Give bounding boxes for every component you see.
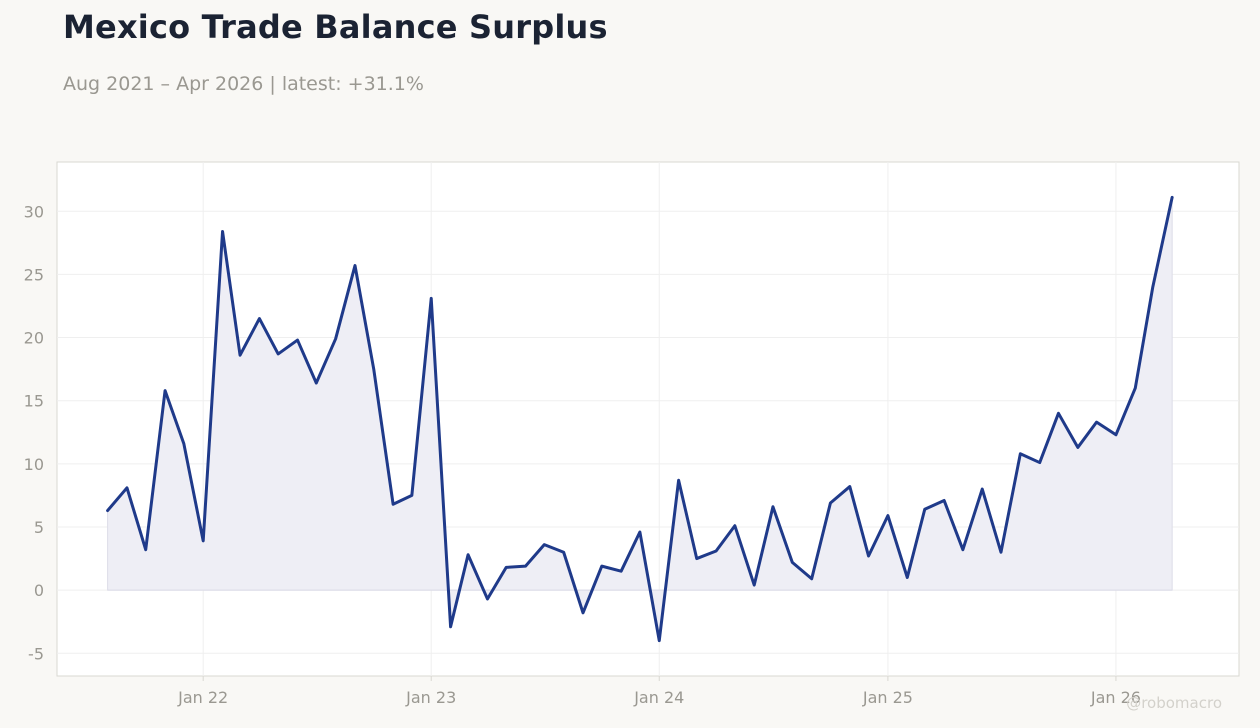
y-tick-label: 15 xyxy=(24,392,44,411)
y-tick-label: 5 xyxy=(34,518,44,537)
y-tick-label: -5 xyxy=(28,644,44,663)
series-line xyxy=(106,195,1174,643)
x-tick-label: Jan 24 xyxy=(633,688,684,707)
x-tick-label: Jan 25 xyxy=(862,688,913,707)
y-tick-label: 10 xyxy=(24,455,44,474)
chart-subtitle: Aug 2021 – Apr 2026 | latest: +31.1% xyxy=(63,73,424,95)
y-tick-label: 30 xyxy=(24,202,44,221)
x-tick-label: Jan 22 xyxy=(177,688,228,707)
y-tick-label: 25 xyxy=(24,265,44,284)
chart-title: Mexico Trade Balance Surplus xyxy=(63,8,608,46)
x-tick-label: Jan 26 xyxy=(1090,688,1141,707)
x-tick-label: Jan 23 xyxy=(405,688,456,707)
y-axis-ticks: -5 0 5 10 15 20 25 30 xyxy=(24,202,44,663)
watermark: @robomacro xyxy=(1126,694,1222,712)
y-tick-label: 20 xyxy=(24,329,44,348)
x-axis-ticks: Jan 22 Jan 23 Jan 24 Jan 25 Jan 26 xyxy=(177,676,1141,707)
y-tick-label: 0 xyxy=(34,581,44,600)
